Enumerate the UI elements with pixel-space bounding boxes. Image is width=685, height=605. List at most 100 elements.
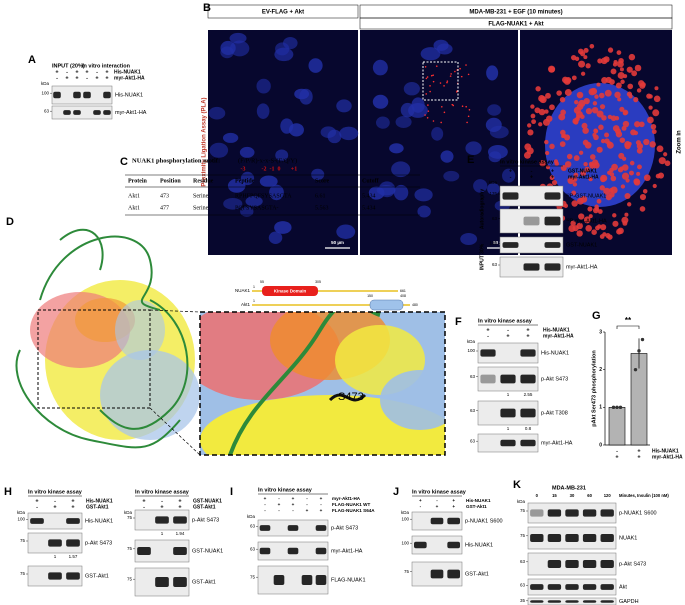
- pla-dot: [621, 125, 627, 131]
- kda-label: kDa: [467, 339, 475, 344]
- pla-dot: [639, 193, 647, 201]
- pla-dot: [636, 88, 642, 93]
- band: [565, 584, 579, 590]
- nucleus: [460, 232, 478, 245]
- condition-sign: 120: [604, 493, 612, 498]
- marker-label: 75: [127, 546, 133, 551]
- nucleus: [245, 196, 263, 207]
- nucleus: [414, 188, 433, 202]
- pla-dot: [467, 73, 470, 76]
- nucleus: [473, 179, 488, 193]
- pla-dot: [655, 173, 661, 179]
- pla-dot: [432, 120, 435, 122]
- pla-dot: [619, 67, 624, 72]
- pla-dot: [589, 162, 596, 169]
- marker-label: 75: [520, 508, 526, 513]
- blot-title: In vitro kinase assay: [478, 318, 533, 324]
- pla-dot: [597, 209, 603, 214]
- condition-name: FLAG-NUAK1 S64A: [332, 508, 375, 513]
- pla-dot: [578, 99, 586, 108]
- band: [83, 91, 91, 99]
- condition-sign: 30: [570, 493, 575, 498]
- pla-dot: [643, 138, 650, 146]
- nucleus: [420, 47, 441, 61]
- quantification: 1.94: [176, 531, 185, 536]
- row-label: ³²P-GST-NUAK1: [566, 193, 606, 199]
- nucleus: [227, 178, 246, 193]
- table-cell: Serine: [193, 193, 209, 199]
- pla-dot: [466, 121, 468, 124]
- nucleus: [268, 231, 283, 244]
- band: [600, 560, 614, 568]
- condition-sign: -: [487, 333, 489, 339]
- pla-dot: [435, 65, 438, 67]
- pla-dot: [440, 121, 442, 124]
- zoom-connector: [149, 407, 201, 456]
- band: [66, 539, 80, 547]
- band: [544, 216, 561, 226]
- bar: [608, 407, 626, 446]
- band: [430, 517, 444, 525]
- kda-label: kDa: [517, 499, 525, 504]
- pla-dot: [446, 81, 448, 84]
- nucleus: [339, 126, 359, 141]
- pla-dot: [443, 111, 446, 114]
- band: [315, 574, 327, 586]
- condition-name: GST-Akt1: [193, 504, 216, 510]
- pla-dot: [596, 82, 601, 87]
- row-label: NUAK1: [619, 535, 637, 541]
- pla-dot: [621, 172, 630, 180]
- y-tick-label: 1: [599, 405, 602, 411]
- structure-surface: [115, 300, 165, 360]
- header-box: [207, 4, 359, 19]
- pla-dot: [429, 90, 431, 93]
- band: [565, 600, 579, 603]
- condition-sign: +: [278, 502, 281, 507]
- image-header: EV-FLAG + Akt: [262, 10, 304, 16]
- pla-dot: [465, 64, 467, 66]
- condition-name: FLAG-NUAK1 WT: [332, 502, 370, 507]
- band: [63, 110, 71, 115]
- pla-dot: [598, 92, 605, 99]
- structure-ribbon: [39, 235, 161, 311]
- pla-dot: [571, 190, 577, 196]
- band: [447, 569, 460, 579]
- pla-dot: [443, 85, 445, 87]
- pla-dot: [593, 128, 598, 133]
- pla-dot: [609, 167, 614, 173]
- condition-sign: 0: [536, 493, 539, 498]
- band: [547, 600, 562, 603]
- nucleus: [487, 104, 502, 116]
- band: [544, 192, 561, 200]
- condition-sign: +: [292, 496, 295, 501]
- pla-dot: [620, 184, 626, 189]
- pla-dot: [634, 121, 641, 128]
- pla-dot: [629, 160, 635, 166]
- band: [103, 91, 111, 99]
- condition-name: GST-NUAK1: [568, 168, 597, 174]
- pla-dot: [549, 143, 555, 150]
- condition-name: myr-Akt1-HA: [543, 333, 574, 339]
- pla-dot: [430, 74, 433, 77]
- pla-dot: [622, 109, 629, 116]
- pla-dot: [582, 127, 589, 134]
- band: [301, 574, 313, 586]
- pla-dot: [467, 115, 470, 118]
- condition-sign: -: [66, 69, 68, 75]
- pla-dot: [424, 65, 427, 68]
- pla-dot: [538, 108, 546, 116]
- pla-dot: [616, 50, 622, 55]
- blot-background: [27, 512, 83, 530]
- panel-letter: D: [6, 216, 14, 228]
- condition-sign: +: [53, 504, 56, 510]
- blot-background: [134, 539, 190, 563]
- band: [480, 349, 496, 357]
- condition-sign: -: [161, 498, 163, 504]
- pla-dot: [577, 197, 584, 205]
- pla-dot: [617, 71, 625, 79]
- condition-sign: +: [551, 174, 554, 180]
- band: [582, 509, 597, 517]
- band: [500, 374, 516, 384]
- condition-sign: -: [320, 502, 322, 507]
- pla-dot: [585, 63, 591, 69]
